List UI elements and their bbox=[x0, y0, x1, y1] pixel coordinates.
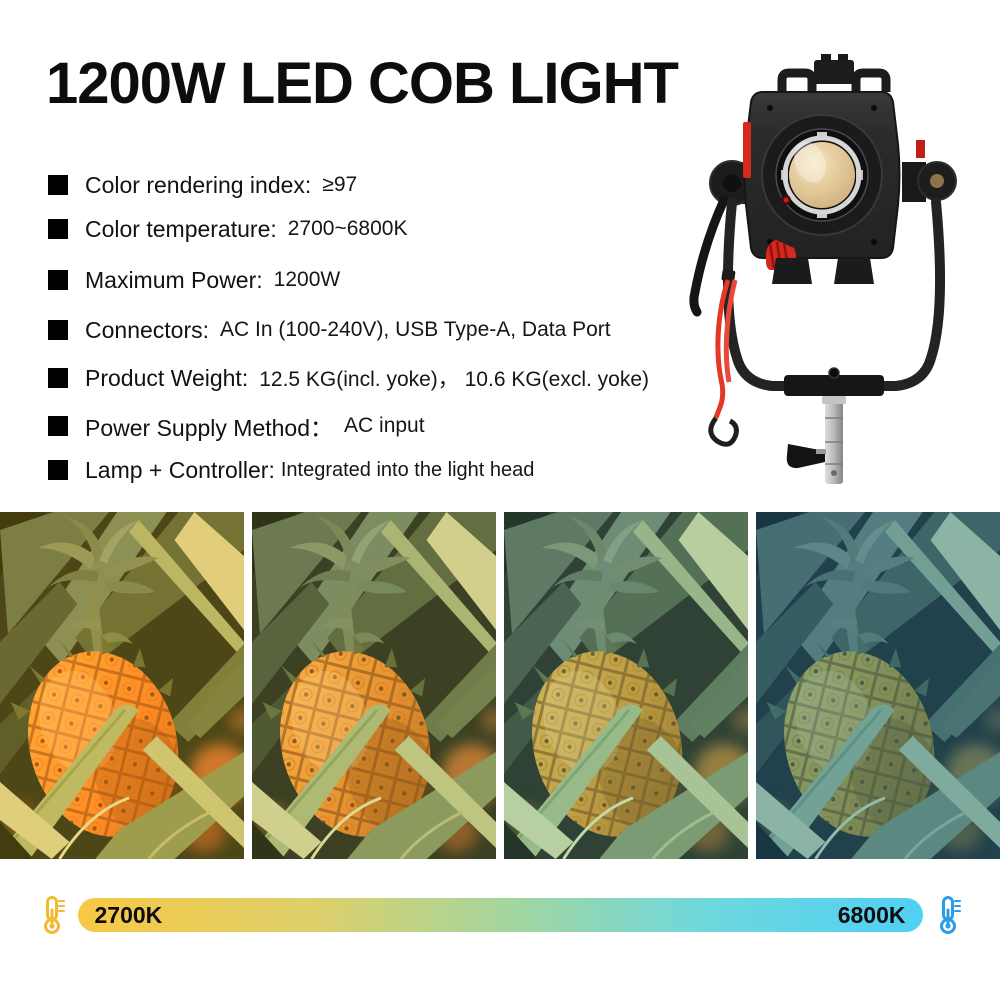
spec-value: 12.5 KG(incl. yoke)， 10.6 KG(excl. yoke) bbox=[259, 368, 650, 391]
pineapple-photo-coolest bbox=[756, 512, 1000, 859]
spec-label: Maximum Power: bbox=[85, 266, 263, 293]
spec-value: 1200W bbox=[273, 268, 341, 291]
spec-row-connectors: Connectors: AC In (100-240V), USB Type-A… bbox=[48, 315, 611, 345]
cool-thermometer-icon bbox=[939, 896, 961, 934]
square-bullet-icon bbox=[48, 460, 68, 480]
spec-label: Power Supply Method： bbox=[85, 415, 334, 441]
spec-label: Lamp + Controller: bbox=[85, 456, 275, 483]
spec-row-product-weight: Product Weight: 12.5 KG(incl. yoke)， 10.… bbox=[48, 363, 649, 393]
spec-value: Integrated into the light head bbox=[280, 458, 535, 481]
warm-thermometer-icon bbox=[43, 896, 65, 934]
spec-row-power-supply-method: Power Supply Method： AC input bbox=[48, 411, 425, 441]
spec-label: Color rendering index: bbox=[85, 171, 312, 198]
spec-value: AC input bbox=[344, 414, 425, 437]
spec-row-maximum-power: Maximum Power: 1200W bbox=[48, 265, 340, 295]
pineapple-photo-warm bbox=[252, 512, 496, 859]
pineapple-illustration bbox=[252, 512, 496, 859]
spec-value: AC In (100-240V), USB Type-A, Data Port bbox=[220, 318, 611, 341]
spec-row-lamp-controller: Lamp + Controller: Integrated into the l… bbox=[48, 455, 534, 485]
square-bullet-icon bbox=[48, 219, 68, 239]
spec-value: 2700~6800K bbox=[287, 217, 408, 240]
spec-value: ≥97 bbox=[322, 173, 358, 196]
square-bullet-icon bbox=[48, 416, 68, 436]
pineapple-illustration bbox=[756, 512, 1000, 859]
color-temperature-gallery bbox=[0, 512, 1000, 859]
color-temperature-scale: 2700K 6800K bbox=[0, 893, 1000, 937]
temperature-gradient-bar: 2700K 6800K bbox=[77, 898, 923, 932]
spec-row-color-rendering-index: Color rendering index: ≥97 bbox=[48, 170, 357, 200]
spec-label: Color temperature: bbox=[85, 215, 277, 242]
warm-temperature-label: 2700K bbox=[94, 901, 163, 928]
square-bullet-icon bbox=[48, 320, 68, 340]
spec-row-color-temperature: Color temperature: 2700~6800K bbox=[48, 214, 407, 244]
pineapple-photo-cool bbox=[504, 512, 748, 859]
square-bullet-icon bbox=[48, 270, 68, 290]
product-photo-led-cob-light bbox=[688, 52, 980, 494]
pineapple-illustration bbox=[0, 512, 244, 859]
pineapple-photo-warmest bbox=[0, 512, 244, 859]
square-bullet-icon bbox=[48, 368, 68, 388]
spec-label: Connectors: bbox=[85, 316, 210, 343]
square-bullet-icon bbox=[48, 175, 68, 195]
spec-label: Product Weight: bbox=[85, 364, 249, 391]
cool-temperature-label: 6800K bbox=[837, 901, 906, 928]
led-light-illustration bbox=[689, 54, 957, 484]
page-title: 1200W LED COB LIGHT bbox=[46, 51, 679, 116]
pineapple-illustration bbox=[504, 512, 748, 859]
